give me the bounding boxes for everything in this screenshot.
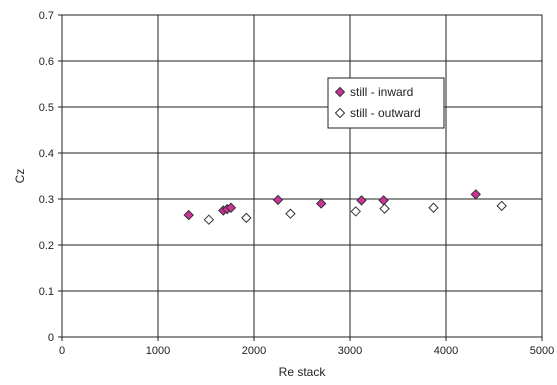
legend-label-still-inward: still - inward: [350, 85, 413, 99]
x-tick-label: 1000: [146, 345, 170, 357]
x-tick-label: 4000: [434, 345, 458, 357]
y-tick-label: 0.6: [39, 56, 54, 68]
y-tick-label: 0.1: [39, 286, 54, 298]
x-tick-label: 2000: [242, 345, 266, 357]
y-tick-label: 0.2: [39, 240, 54, 252]
legend-label-still-outward: still - outward: [350, 106, 421, 120]
legend: still - inward still - outward: [328, 78, 444, 128]
x-tick-label: 0: [59, 345, 65, 357]
x-axis-label: Re stack: [279, 365, 327, 379]
y-tick-label: 0.7: [39, 10, 54, 22]
x-tick-label: 3000: [338, 345, 362, 357]
x-axis-ticks: 0 1000 2000 3000 4000 5000: [59, 337, 554, 357]
plot-area: [62, 15, 542, 337]
y-tick-label: 0.3: [39, 194, 54, 206]
y-tick-label: 0: [48, 332, 54, 344]
y-tick-label: 0.5: [39, 102, 54, 114]
y-axis-label: Cz: [13, 169, 27, 184]
y-tick-label: 0.4: [39, 148, 54, 160]
y-axis-ticks: 0 0.1 0.2 0.3 0.4 0.5 0.6 0.7: [39, 10, 62, 344]
x-tick-label: 5000: [530, 345, 554, 357]
